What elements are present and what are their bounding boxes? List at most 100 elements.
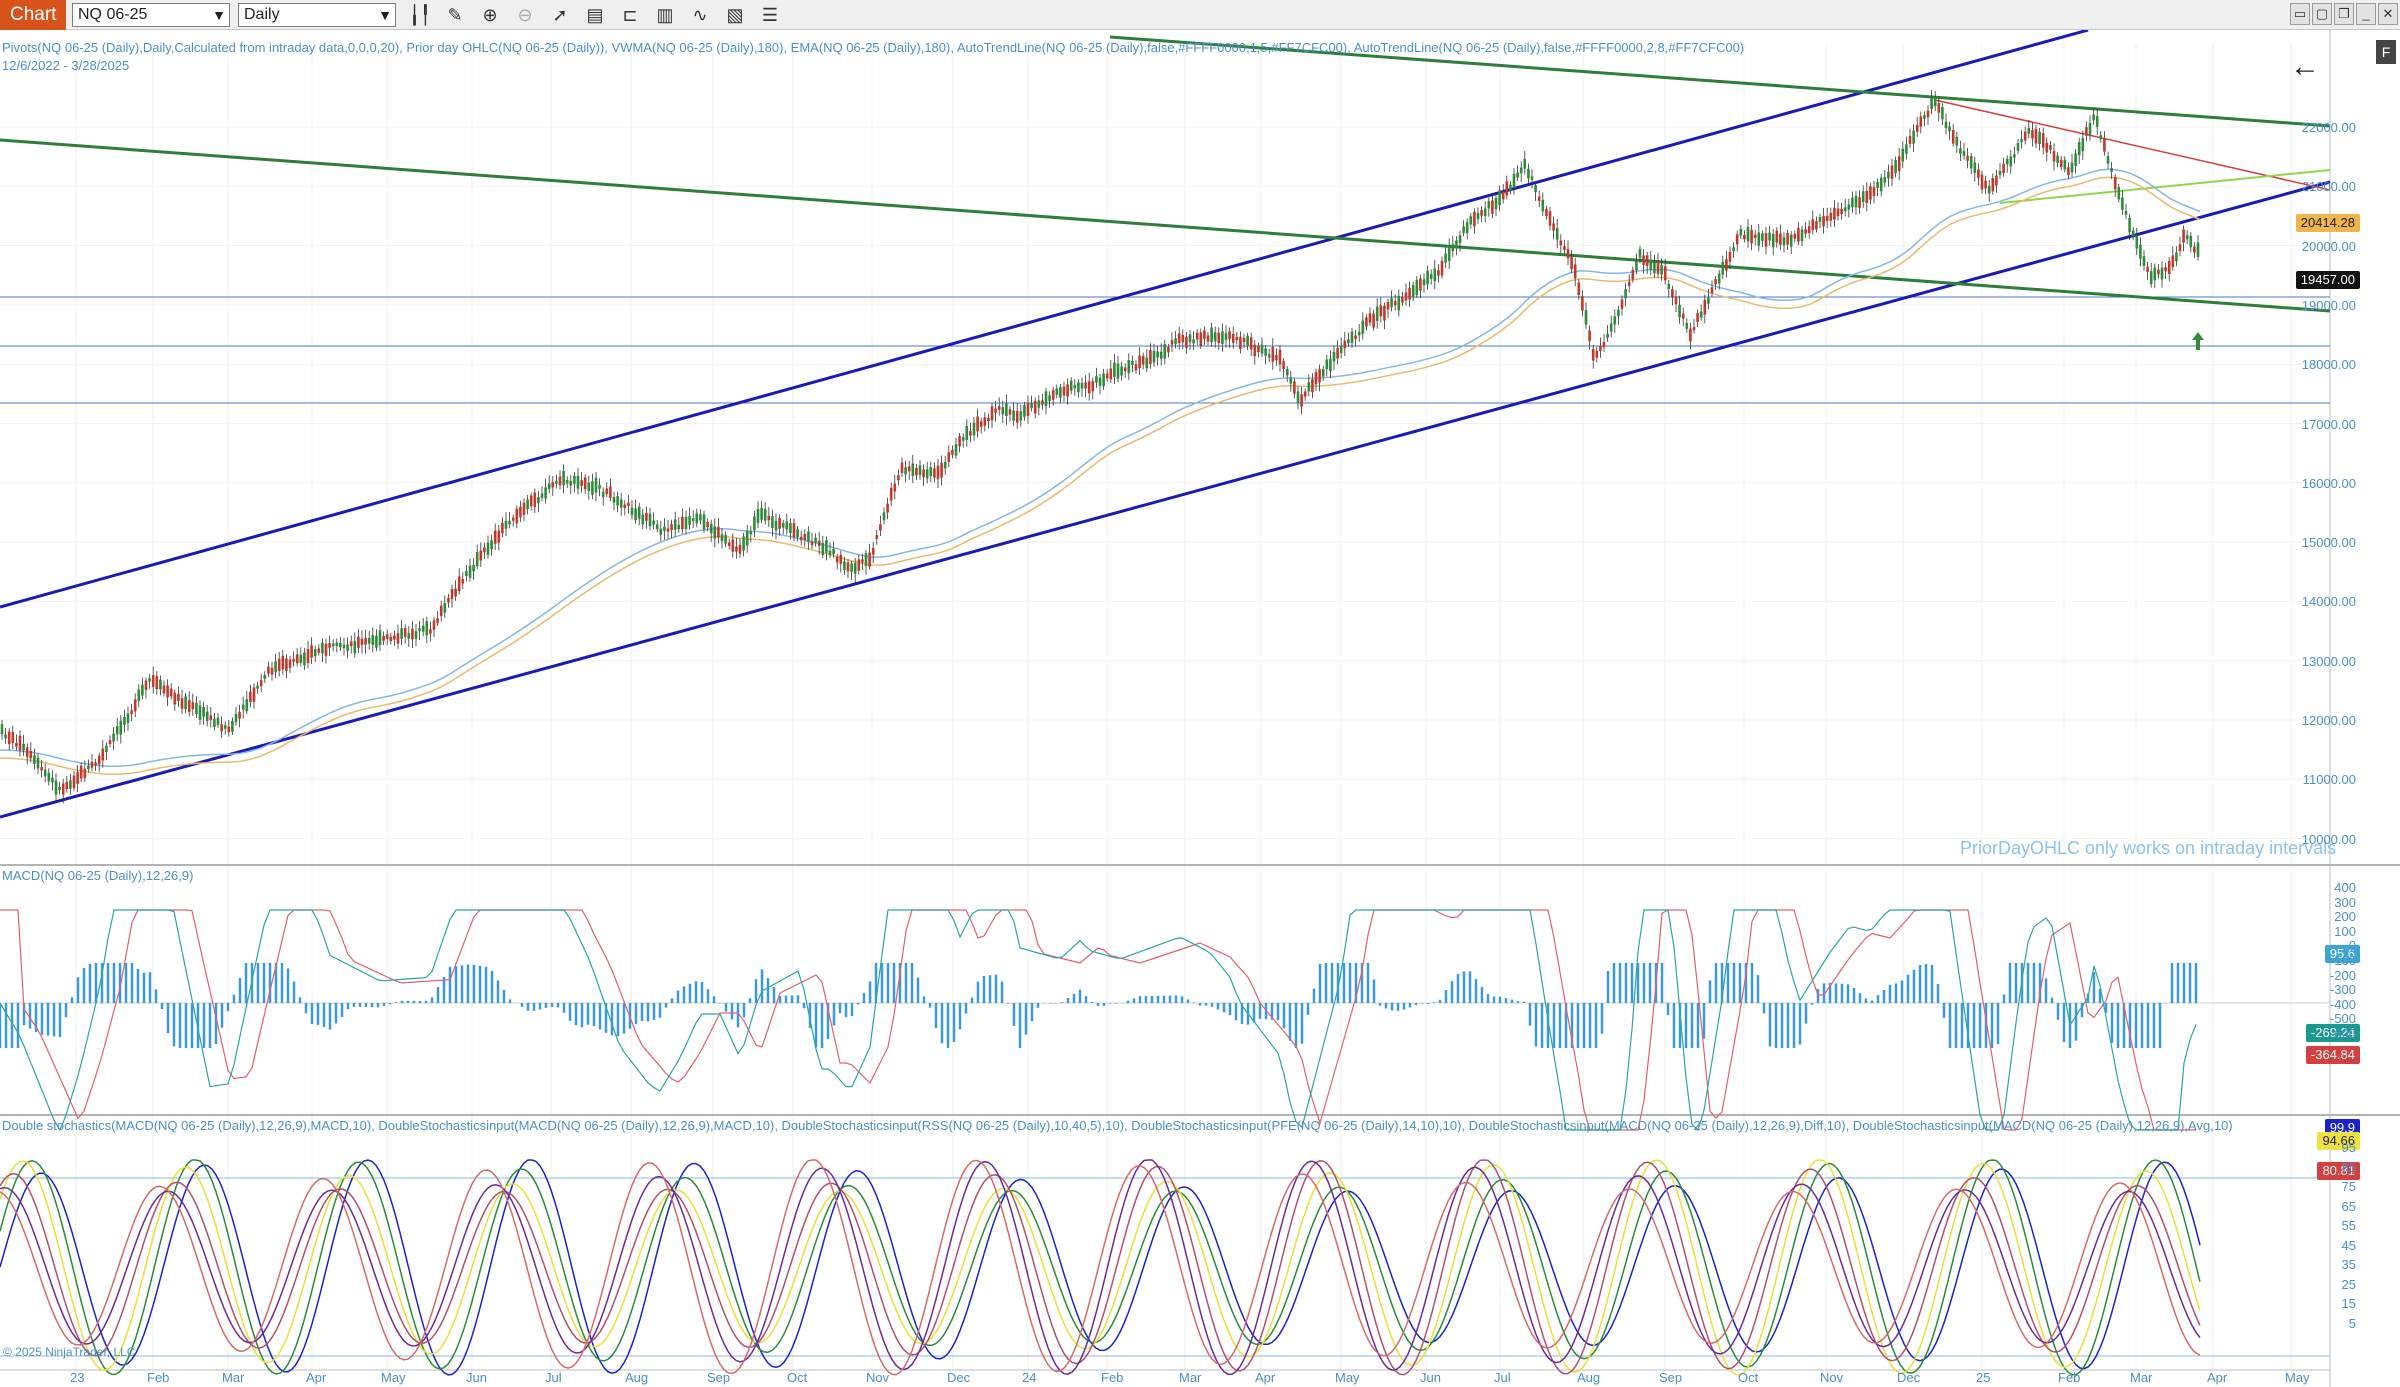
candle-body (1048, 395, 1051, 402)
time-axis-label: Apr (1255, 1370, 1276, 1385)
candle-body (1537, 196, 1541, 201)
candle-body (504, 520, 508, 529)
candle-body (1822, 215, 1825, 227)
candle-body (871, 547, 875, 555)
candle-body (879, 524, 882, 531)
candle-body (1591, 348, 1595, 361)
candle-body (468, 565, 472, 578)
indicator-icon[interactable]: ∿ (692, 5, 708, 25)
chart-tab[interactable]: Chart (0, 0, 67, 30)
candle-body (742, 536, 745, 551)
candle-body (1066, 384, 1069, 397)
candle-body (123, 716, 126, 725)
candle-body (180, 698, 184, 709)
candle-body (1368, 313, 1372, 323)
list-icon[interactable]: ☰ (761, 5, 779, 25)
candle-body (425, 621, 429, 636)
f-icon[interactable]: F (2376, 40, 2396, 64)
instrument-selector[interactable]: NQ 06-25 ▼ (72, 3, 230, 27)
candle-body (252, 687, 256, 702)
indicators-list: Pivots(NQ 06-25 (Daily),Daily,Calculated… (2, 40, 1745, 55)
candle-body (1566, 249, 1570, 259)
candle-body (850, 563, 853, 572)
candle-body (1649, 259, 1653, 271)
candle-body (778, 517, 781, 529)
candle-body (1732, 247, 1735, 252)
candle-body (1267, 354, 1271, 358)
candle-body (1282, 361, 1285, 370)
candle-body (241, 704, 245, 710)
candle-body (393, 635, 396, 640)
price-axis-label: 17000.00 (2301, 416, 2356, 432)
strategy-icon[interactable]: ▥ (656, 5, 674, 25)
data-box-icon[interactable]: ▤ (586, 5, 604, 25)
candle-body (1555, 227, 1559, 240)
candle-body (515, 508, 519, 524)
candle-body (1728, 251, 1732, 262)
candle-body (511, 517, 515, 521)
candle-body (1962, 151, 1966, 156)
candle-body (2171, 255, 2175, 268)
candle-body (2135, 235, 2139, 249)
maximize-icon[interactable]: ▢ (2312, 3, 2332, 25)
pointer-icon[interactable]: ➚ (552, 5, 568, 25)
candle-body (83, 768, 87, 779)
candle-body (1393, 300, 1397, 306)
candle-body (803, 533, 807, 540)
restore-icon[interactable]: ▭ (2290, 3, 2310, 25)
candle-body (1012, 410, 1015, 421)
candle-body (270, 667, 274, 675)
candle-body (497, 530, 501, 543)
properties-icon[interactable]: ▧ (726, 5, 744, 25)
macd-axis-label: -100 (2329, 953, 2356, 968)
candle-body (2020, 138, 2023, 143)
duplicate-icon[interactable]: ❐ (2334, 3, 2354, 25)
candle-body (205, 711, 209, 722)
candle-body (1005, 403, 1008, 417)
candle-body (407, 633, 411, 639)
candle-body (1797, 227, 1800, 242)
candle-body (1365, 317, 1368, 327)
candle-body (2031, 130, 2034, 139)
candle-body (328, 643, 331, 648)
candle-body (317, 648, 321, 653)
candle-body (1073, 385, 1077, 389)
candle-body (1667, 283, 1671, 289)
minimize-icon[interactable]: _ (2356, 3, 2376, 25)
candle-body (1833, 207, 1836, 220)
candle-body (555, 480, 558, 484)
candle-body (2142, 256, 2146, 266)
candle-body (1483, 208, 1487, 217)
candle-body (1620, 299, 1624, 309)
zoom-in-icon[interactable]: ⊕ (482, 5, 498, 25)
candle-body (1091, 381, 1095, 392)
candle-body (209, 715, 213, 721)
candle-body (630, 507, 634, 515)
candle-body (2185, 235, 2189, 240)
interval-selector[interactable]: Daily ▼ (238, 3, 396, 27)
candle-body (925, 469, 929, 479)
candle-body (1379, 305, 1383, 317)
candle-body (796, 529, 799, 538)
zoom-out-icon[interactable]: ⊖ (517, 5, 533, 25)
stochastic-line (0, 1159, 2201, 1376)
candle-body (1134, 364, 1138, 371)
arrow-left-icon[interactable]: ← (2290, 50, 2320, 83)
candle-body (256, 685, 259, 689)
candle-body (1660, 264, 1663, 275)
candle-body (1257, 345, 1260, 352)
stochastic-line (0, 1159, 2201, 1375)
candle-body (947, 452, 951, 462)
chart-trader-icon[interactable]: ⊏ (622, 5, 638, 25)
candle-body (414, 631, 418, 639)
draw-pencil-icon[interactable]: ✎ (447, 5, 463, 25)
candle-body (1339, 345, 1343, 353)
candle-body (1753, 234, 1757, 238)
candle-body (436, 618, 439, 623)
chart-canvas[interactable] (0, 30, 2400, 1387)
candle-body (547, 483, 551, 490)
bar-type-icon[interactable]: ╽╿ (409, 5, 431, 25)
candle-body (1260, 344, 1264, 354)
candle-body (1714, 279, 1717, 285)
close-icon[interactable]: ✕ (2378, 3, 2398, 25)
